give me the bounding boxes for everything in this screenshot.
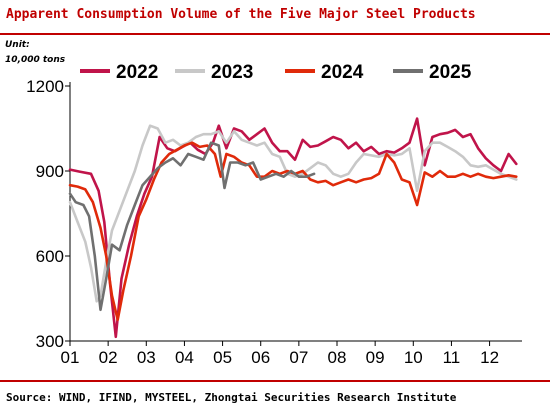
unit-label-line1: Unit:	[5, 40, 30, 50]
x-tick-label: 07	[289, 348, 308, 367]
y-tick-label: 1200	[26, 77, 64, 96]
legend-label-2025: 2025	[429, 62, 472, 83]
x-tick-label: 12	[480, 348, 499, 367]
series-layer	[68, 117, 518, 339]
y-axis: 300 600 900 1200	[26, 77, 71, 351]
x-tick-label: 02	[99, 348, 118, 367]
y-tick-label: 600	[36, 247, 64, 266]
x-tick-label: 04	[175, 348, 194, 367]
unit-label-line2: 10,000 tons	[5, 55, 66, 65]
x-tick-label: 09	[366, 348, 385, 367]
chart-title: Apparent Consumption Volume of the Five …	[6, 7, 476, 22]
x-tick-label: 01	[61, 348, 80, 367]
x-tick-label: 08	[328, 348, 347, 367]
title-rule	[0, 33, 550, 35]
source-note: Source: WIND, IFIND, MYSTEEL, Zhongtai S…	[6, 391, 457, 404]
y-tick-label: 300	[36, 332, 64, 351]
series-line-2025	[68, 141, 316, 312]
x-tick-label: 05	[213, 348, 232, 367]
x-tick-label: 06	[251, 348, 270, 367]
x-tick-label: 10	[404, 348, 423, 367]
x-tick-label: 03	[137, 348, 156, 367]
source-rule	[0, 380, 550, 382]
legend-label-2022: 2022	[116, 62, 158, 83]
legend-label-2024: 2024	[321, 62, 364, 83]
y-tick-label: 900	[36, 162, 64, 181]
legend: 2022 2023 2024 2025	[80, 62, 472, 83]
legend-label-2023: 2023	[211, 62, 253, 83]
x-axis: 01 02 03 04 05 06 07 08 09 10 11 12	[61, 340, 522, 367]
series-line-2024	[68, 141, 518, 322]
x-tick-label: 11	[443, 348, 461, 367]
series-line-2022	[68, 117, 518, 339]
